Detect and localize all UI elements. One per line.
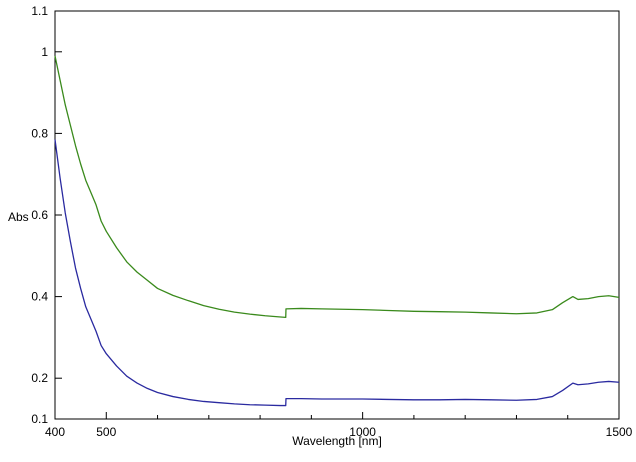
y-tick-label-0.4: 0.4 [31, 290, 48, 304]
x-tick-label-400: 400 [45, 425, 65, 439]
plot-area [54, 10, 620, 420]
ticks-layer: 400 500 1000 1500 0.1 0.2 0.4 0.6 0.8 1 1.1 [31, 4, 632, 439]
series-line-2 [54, 139, 620, 407]
y-tick-label-0.8: 0.8 [31, 126, 48, 140]
x-tick-label-500: 500 [96, 425, 116, 439]
x-tick-label-1000: 1000 [349, 425, 376, 439]
y-tick-label-0.2: 0.2 [31, 371, 48, 385]
y-tick-label-0.1: 0.1 [31, 412, 48, 426]
y-tick-label-0.6: 0.6 [31, 208, 48, 222]
y-tick-label-1: 1 [41, 45, 48, 59]
y-tick-label-1.1: 1.1 [31, 4, 48, 18]
y-axis-label: Abs [8, 210, 29, 224]
series-line-1 [54, 55, 620, 319]
x-axis-label: Wavelength [nm] [292, 434, 382, 448]
series-layer [54, 55, 620, 407]
x-tick-label-1500: 1500 [606, 425, 633, 439]
